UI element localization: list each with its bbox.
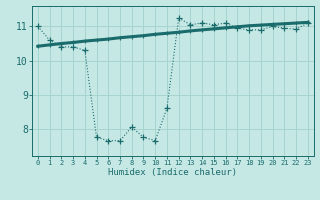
X-axis label: Humidex (Indice chaleur): Humidex (Indice chaleur): [108, 168, 237, 177]
